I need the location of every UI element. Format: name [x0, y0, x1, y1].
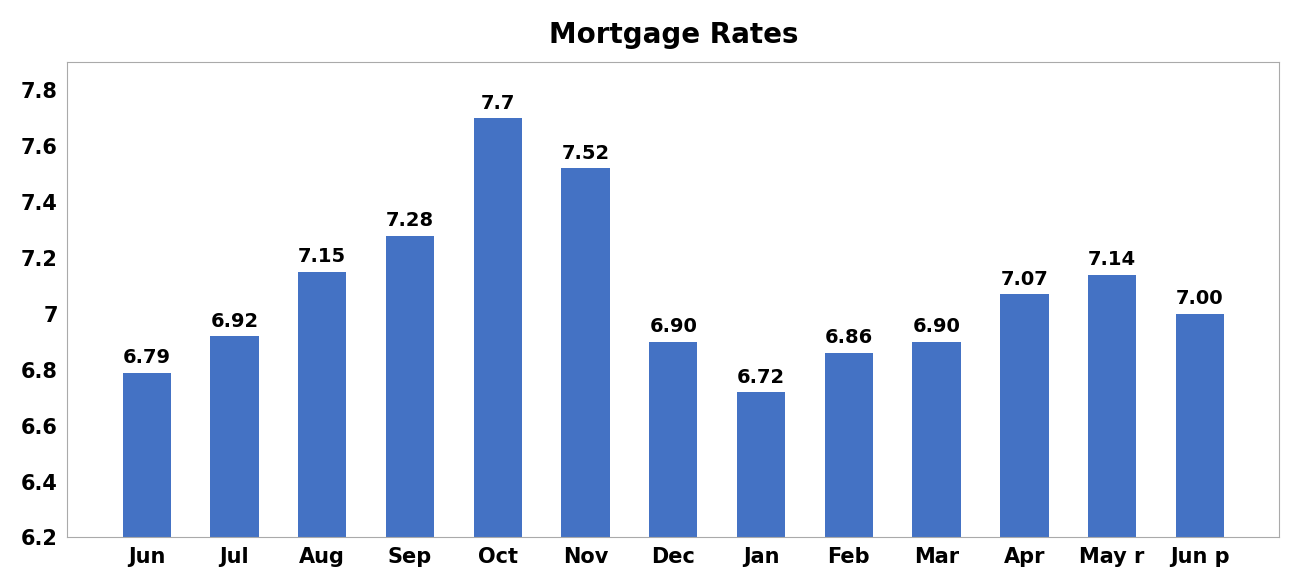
Bar — [122, 373, 170, 537]
Text: 7.28: 7.28 — [386, 211, 434, 230]
Bar — [913, 342, 961, 537]
Text: 6.86: 6.86 — [824, 328, 874, 348]
Bar — [386, 236, 434, 537]
Text: 6.72: 6.72 — [737, 368, 785, 386]
Bar — [824, 353, 874, 537]
Title: Mortgage Rates: Mortgage Rates — [549, 21, 798, 49]
Bar — [1000, 294, 1049, 537]
Bar — [1175, 314, 1225, 537]
Text: 6.79: 6.79 — [122, 348, 170, 367]
Bar — [737, 392, 785, 537]
Text: 7.7: 7.7 — [481, 93, 515, 112]
Text: 6.90: 6.90 — [650, 317, 697, 336]
Bar — [211, 336, 259, 537]
Text: 7.14: 7.14 — [1088, 250, 1136, 269]
Bar — [473, 118, 521, 537]
Bar — [649, 342, 697, 537]
Text: 7.07: 7.07 — [1001, 270, 1048, 289]
Bar — [298, 272, 346, 537]
Text: 7.15: 7.15 — [298, 248, 346, 266]
Text: 6.90: 6.90 — [913, 317, 961, 336]
Text: 7.00: 7.00 — [1176, 289, 1223, 308]
Bar — [562, 169, 610, 537]
Text: 6.92: 6.92 — [211, 312, 259, 330]
Bar — [1088, 275, 1136, 537]
Text: 7.52: 7.52 — [562, 144, 610, 163]
